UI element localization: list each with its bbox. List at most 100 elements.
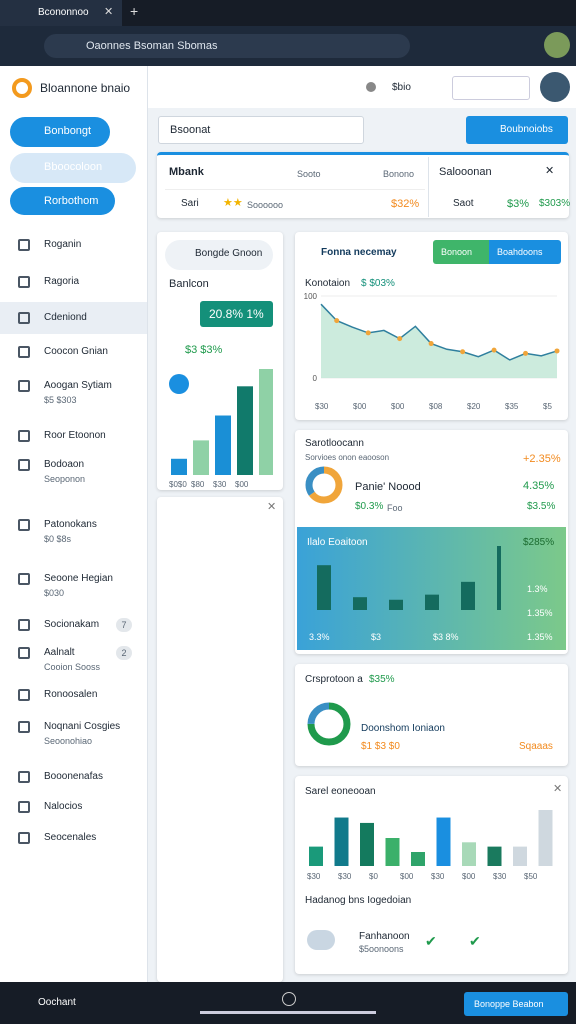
check: ✔ — [469, 933, 481, 949]
bar — [193, 440, 209, 475]
nav-icon — [18, 459, 30, 471]
toggle[interactable] — [433, 240, 489, 264]
bar — [538, 810, 553, 866]
active-row — [0, 302, 147, 334]
bar — [259, 369, 273, 475]
tab-title: Bcononnoo — [38, 7, 89, 18]
x-label: $35 — [505, 402, 519, 411]
tab-close[interactable]: ✕ — [104, 6, 114, 18]
stat: 4.35% — [523, 480, 555, 492]
nav-label: Roor Etoonon — [44, 430, 106, 441]
nav-icon — [18, 430, 30, 442]
cell: Sari — [181, 198, 199, 209]
nav-icon — [18, 801, 30, 813]
value: $3.5% — [527, 501, 556, 512]
app-title: Bloannone bnaio — [40, 81, 131, 95]
stars: ★★ — [223, 197, 243, 209]
bar — [513, 846, 527, 866]
nav-button[interactable]: Rorbothom — [10, 187, 115, 215]
url-field[interactable] — [44, 34, 410, 58]
nav-label: Coocon Gnian — [44, 346, 108, 357]
nav-sub: Cooion Sooss — [44, 662, 101, 672]
nav-label: Nalocios — [44, 801, 83, 812]
cell: $3% — [507, 198, 530, 210]
nav-icon — [18, 689, 30, 701]
panel-value: 1.35% — [527, 632, 553, 642]
x-label: $00 — [353, 402, 367, 411]
split-card: Sarotloocann Sorvioes onon eaooson +2.35… — [295, 430, 568, 654]
badge — [200, 301, 273, 327]
nav-label: Bodoaon — [44, 459, 85, 470]
panel-label: $3 8% — [433, 632, 459, 642]
area — [321, 304, 557, 378]
x-label: $30 — [338, 872, 352, 881]
nav-label: Noqnani Cosgies — [44, 721, 121, 732]
close[interactable]: ✕ — [545, 165, 555, 177]
cell: $32% — [391, 198, 420, 210]
bar — [317, 565, 331, 610]
bar-label: $00 — [235, 480, 249, 489]
avatars — [307, 930, 335, 950]
bottom-button-label: Bonoppe Beabon — [474, 999, 544, 1009]
person-sub: $5oonoons — [359, 944, 404, 954]
card-title: Fonna necemay — [321, 247, 397, 258]
bar-label: $80 — [191, 480, 205, 489]
bottom-label: Oochant — [38, 997, 76, 1008]
card-title: Sarotloocann — [305, 438, 364, 449]
badge: 7 — [116, 618, 132, 632]
close[interactable]: ✕ — [267, 501, 277, 513]
cell: Soooooo — [247, 200, 284, 210]
value: Foo — [387, 503, 403, 513]
nav-sub: $5 $303 — [44, 395, 77, 405]
bottom-button[interactable] — [464, 992, 568, 1016]
trend-card: Fonna necemay Bonoon Boahdoons Konotaion… — [295, 232, 568, 420]
header-search[interactable] — [452, 76, 530, 100]
nav-sub: $030 — [44, 588, 65, 598]
badge: 2 — [116, 646, 132, 660]
x-label: $00 — [462, 872, 476, 881]
close[interactable]: ✕ — [553, 783, 563, 795]
toggle[interactable] — [489, 240, 561, 264]
badge-text: 20.8% 1% — [209, 307, 264, 321]
avatar[interactable] — [544, 32, 570, 58]
nav-button[interactable]: Bboocoloon — [10, 153, 136, 183]
tab-bar: Bcononnoo ✕ + — [0, 0, 576, 26]
toggle-label: Bonoon — [441, 247, 473, 257]
point — [554, 348, 560, 354]
check: ✔ — [425, 933, 437, 949]
x-label: $0 — [369, 872, 378, 881]
x-label: $30 — [315, 402, 329, 411]
tab[interactable] — [0, 0, 122, 26]
point — [523, 350, 529, 356]
bar — [389, 599, 403, 610]
stat: $3 $3% — [185, 344, 223, 356]
nav-button[interactable]: Bonbongt — [10, 117, 110, 147]
empty-card: ✕ — [157, 497, 283, 982]
search-input[interactable] — [158, 116, 364, 144]
address-bar: Oaonnes Bsoman Sbomas — [0, 26, 576, 66]
icon[interactable] — [366, 82, 376, 92]
bar — [215, 415, 231, 475]
profile-card: Bongde Gnoon Banlcon 20.8% 1% $3 $3% $0$… — [157, 232, 283, 490]
nav-icon — [18, 380, 30, 392]
donut-segment — [305, 466, 343, 504]
url-text: Oaonnes Bsoman Sbomas — [86, 40, 218, 52]
slider-knob[interactable] — [282, 992, 296, 1006]
rule — [165, 189, 425, 190]
primary-button[interactable] — [466, 116, 568, 144]
nav-label: Roganin — [44, 239, 82, 250]
line — [320, 303, 558, 361]
nav-icon — [18, 312, 30, 324]
nav-icon — [18, 721, 30, 733]
divider — [428, 157, 429, 217]
slider[interactable] — [200, 1011, 376, 1014]
panel-value: 1.35% — [527, 608, 553, 618]
new-tab[interactable]: + — [130, 3, 139, 19]
point — [491, 347, 497, 353]
chart — [171, 369, 273, 475]
bar — [334, 817, 349, 866]
user-avatar[interactable] — [540, 72, 570, 102]
stat: $ $03% — [361, 278, 395, 289]
x-label: $30 — [307, 872, 321, 881]
